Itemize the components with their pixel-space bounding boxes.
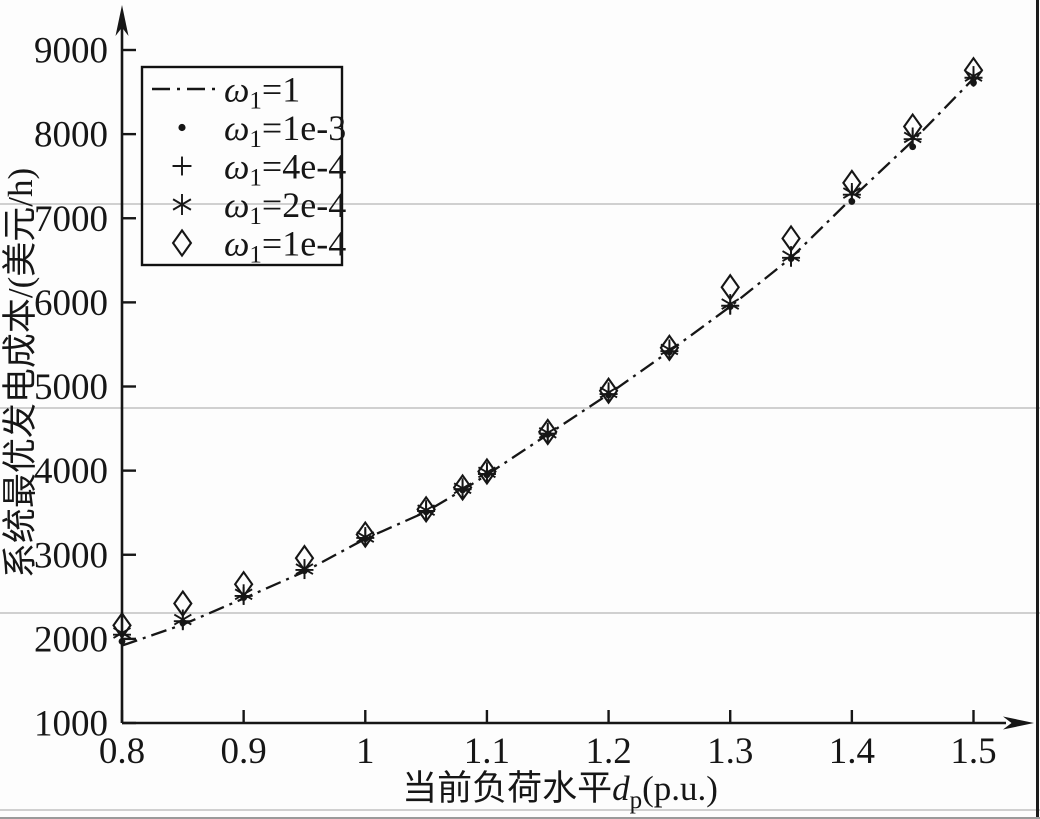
x-tick-label: 0.8 bbox=[99, 731, 145, 772]
x-axis-arrow-icon bbox=[1003, 716, 1034, 730]
series-omega1-1e-4 bbox=[112, 56, 984, 640]
asterisk-marker-icon bbox=[172, 198, 192, 211]
x-axis-title: 当前负荷水平dp(p.u.) bbox=[402, 769, 718, 814]
x-tick-label: 1.5 bbox=[950, 731, 996, 772]
dot-marker-icon bbox=[178, 123, 186, 132]
axes: 1000 2000 3000 4000 5000 6000 7000 8000 9000 0.8 0… bbox=[34, 5, 1034, 772]
y-tick-label: 9000 bbox=[34, 31, 108, 72]
x-axis-title-variable: d bbox=[612, 769, 630, 808]
diamond-marker-icon bbox=[452, 473, 473, 502]
diamond-marker-icon bbox=[171, 228, 193, 258]
legend-item: ω1=1e-4 bbox=[171, 224, 346, 269]
legend: ω1=1ω1=1e-3ω1=4e-4ω1=2e-4ω1=1e-4 bbox=[140, 65, 346, 269]
asterisk-marker-icon bbox=[782, 250, 801, 262]
legend-item: ω1=1 bbox=[152, 70, 300, 115]
y-tick-label: 1000 bbox=[34, 704, 108, 745]
legend-item-label: ω1=2e-4 bbox=[224, 185, 346, 230]
asterisk-marker-icon bbox=[356, 531, 375, 543]
y-tick-label: 6000 bbox=[34, 283, 108, 324]
diamond-marker-icon bbox=[477, 457, 497, 486]
diamond-marker-icon bbox=[416, 495, 436, 524]
y-axis-title: 系统最优发电成本/(美元/h) bbox=[1, 168, 40, 578]
asterisk-marker-icon bbox=[173, 613, 192, 626]
asterisk-marker-icon bbox=[842, 187, 861, 199]
x-tick-label: 0.9 bbox=[221, 731, 267, 772]
diamond-marker-icon bbox=[173, 589, 193, 618]
series-omega1-1 bbox=[121, 77, 975, 647]
y-tick-label: 2000 bbox=[34, 619, 108, 660]
legend-item-label: ω1=1e-3 bbox=[224, 108, 346, 153]
legend-box bbox=[140, 65, 344, 267]
asterisk-marker-icon bbox=[721, 298, 740, 310]
x-tick-label: 1.4 bbox=[829, 731, 875, 772]
legend-item: ω1=1e-3 bbox=[178, 108, 346, 153]
x-tick-label: 1.3 bbox=[707, 731, 753, 772]
x-tick-label: 1 bbox=[356, 731, 375, 772]
diamond-marker-icon bbox=[781, 224, 801, 253]
diamond-marker-icon bbox=[537, 418, 558, 446]
x-axis-title-text: 当前负荷水平 bbox=[402, 769, 612, 808]
diamond-marker-icon bbox=[842, 169, 862, 197]
asterisk-marker-icon bbox=[234, 588, 253, 601]
diamond-marker-icon bbox=[963, 56, 984, 85]
diamond-marker-icon bbox=[598, 376, 619, 405]
x-tick-label: 1.2 bbox=[585, 731, 631, 772]
data-series bbox=[112, 56, 984, 647]
legend-item-label: ω1=1 bbox=[224, 70, 300, 115]
diamond-marker-icon bbox=[294, 544, 315, 572]
y-tick-label: 7000 bbox=[34, 199, 108, 240]
legend-item-label: ω1=4e-4 bbox=[224, 147, 346, 192]
diamond-marker-icon bbox=[112, 611, 132, 640]
legend-item: ω1=4e-4 bbox=[172, 147, 346, 192]
y-tick-label: 5000 bbox=[34, 367, 108, 408]
y-tick-label: 8000 bbox=[34, 115, 108, 156]
legend-item-label: ω1=1e-4 bbox=[224, 224, 346, 269]
diamond-marker-icon bbox=[720, 273, 741, 302]
diamond-marker-icon bbox=[233, 570, 254, 599]
legend-item: ω1=2e-4 bbox=[172, 185, 346, 230]
diamond-marker-icon bbox=[355, 520, 376, 549]
diamond-marker-icon bbox=[659, 333, 680, 362]
y-axis-arrow-icon bbox=[115, 5, 129, 36]
diamond-marker-icon bbox=[902, 112, 923, 141]
dashdot-curve bbox=[121, 77, 975, 647]
y-tick-label: 3000 bbox=[34, 535, 108, 576]
y-tick-label: 4000 bbox=[34, 451, 108, 492]
x-tick-label: 1.1 bbox=[464, 731, 510, 772]
x-axis-title-unit: (p.u.) bbox=[642, 769, 718, 808]
x-axis-title-subscript: p bbox=[630, 787, 643, 814]
